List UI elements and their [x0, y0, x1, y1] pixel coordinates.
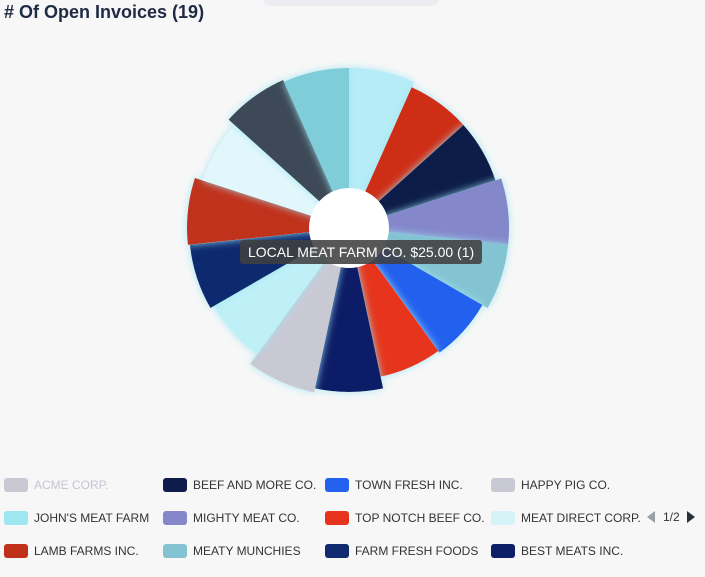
legend-item[interactable]: MIGHTY MEAT CO.: [163, 510, 300, 526]
legend-pager: 1/2: [647, 509, 695, 525]
pie-slice[interactable]: [349, 124, 496, 228]
legend-item[interactable]: TOWN FRESH INC.: [325, 477, 463, 493]
legend-item[interactable]: ACME CORP.: [4, 477, 108, 493]
legend-swatch: [4, 544, 28, 558]
legend-item[interactable]: MEAT DIRECT CORP.: [491, 510, 641, 526]
legend-item[interactable]: HAPPY PIG CO.: [491, 477, 610, 493]
legend-label: LAMB FARMS INC.: [34, 544, 139, 558]
legend-label: BEEF AND MORE CO.: [193, 478, 317, 492]
legend-label: BEST MEATS INC.: [521, 544, 624, 558]
pie-slice[interactable]: [349, 228, 439, 377]
pie-slice[interactable]: [187, 177, 349, 245]
legend-label: TOWN FRESH INC.: [355, 478, 463, 492]
pie-slice[interactable]: [202, 124, 349, 228]
legend-label: JOHN'S MEAT FARM: [34, 511, 150, 525]
pie-slice[interactable]: [283, 68, 349, 228]
legend-swatch: [325, 544, 349, 558]
legend-item[interactable]: BEEF AND MORE CO.: [163, 477, 316, 493]
legend-swatch: [491, 478, 515, 492]
pie-slice[interactable]: [349, 87, 464, 228]
legend-item[interactable]: FARM FRESH FOODS: [325, 543, 478, 559]
legend-swatch: [325, 511, 349, 525]
legend-label: MEATY MUNCHIES: [193, 544, 301, 558]
legend-swatch: [163, 511, 187, 525]
pie-chart: [187, 68, 509, 393]
legend-label: TOP NOTCH BEEF CO.: [355, 511, 485, 525]
pager-prev-icon[interactable]: [647, 511, 655, 523]
legend-item[interactable]: JOHN'S MEAT FARM: [4, 510, 149, 526]
legend-item[interactable]: TOP NOTCH BEEF CO.: [325, 510, 485, 526]
legend-item[interactable]: LAMB FARMS INC.: [4, 543, 139, 559]
legend-swatch: [4, 478, 28, 492]
legend-label: MIGHTY MEAT CO.: [193, 511, 300, 525]
pie-slice[interactable]: [349, 68, 415, 228]
legend-swatch: [325, 478, 349, 492]
slice-tooltip: LOCAL MEAT FARM CO. $25.00 (1): [240, 240, 483, 264]
legend-swatch: [163, 478, 187, 492]
pager-label: 1/2: [663, 510, 680, 524]
top-tab: [262, 0, 440, 6]
legend-item[interactable]: MEATY MUNCHIES: [163, 543, 301, 559]
legend-label: ACME CORP.: [34, 478, 109, 492]
pie-slice[interactable]: [314, 228, 384, 393]
legend-swatch: [491, 544, 515, 558]
legend-label: MEAT DIRECT CORP.: [521, 511, 641, 525]
legend-label: HAPPY PIG CO.: [521, 478, 611, 492]
legend-swatch: [491, 511, 515, 525]
pie-slice[interactable]: [250, 228, 349, 393]
chart-title: # Of Open Invoices (19): [4, 2, 205, 22]
legend-swatch: [4, 511, 28, 525]
legend-label: FARM FRESH FOODS: [355, 544, 479, 558]
legend: ACME CORP. BEEF AND MORE CO. TOWN FRESH IN…: [0, 470, 705, 570]
pie-slice[interactable]: [228, 80, 349, 228]
legend-item[interactable]: BEST MEATS INC.: [491, 543, 623, 559]
pager-next-icon[interactable]: [686, 511, 695, 523]
legend-swatch: [163, 544, 187, 558]
